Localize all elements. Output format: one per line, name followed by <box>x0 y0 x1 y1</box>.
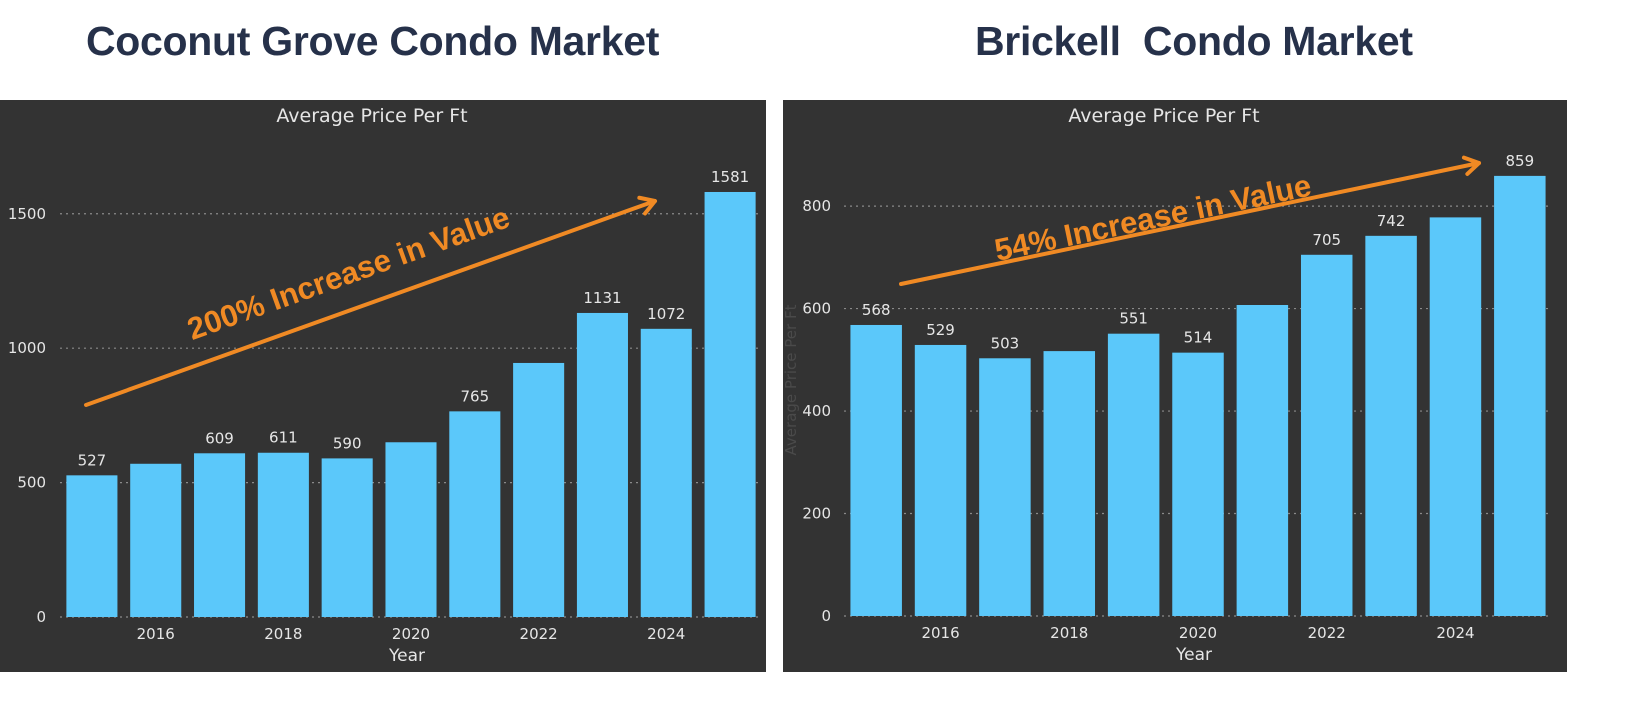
annotation-arrow-head-icon <box>1461 155 1481 176</box>
bar-2024 <box>1429 217 1482 616</box>
bar-2023 <box>1365 235 1417 616</box>
y-axis-label: Average Price Per Ft <box>783 304 800 455</box>
bar-2018 <box>257 452 309 617</box>
annotation-arrow-head-icon <box>637 195 657 216</box>
bar-2021 <box>449 411 501 617</box>
bar-2015 <box>66 475 118 617</box>
data-label-2024: 1072 <box>647 305 685 323</box>
bar-2023 <box>576 312 628 617</box>
chart-title: Average Price Per Ft <box>276 105 467 127</box>
x-tick-label: 2022 <box>520 625 558 643</box>
annotation-text: 54% Increase in Value <box>992 168 1315 268</box>
annotation-arrow-line <box>899 161 1481 286</box>
bar-2022 <box>1300 254 1353 617</box>
y-tick-label: 600 <box>802 300 831 318</box>
bar-2015 <box>850 324 902 616</box>
data-label-2015: 568 <box>862 301 891 319</box>
data-label-2025: 859 <box>1505 152 1534 170</box>
coconut-grove-chart: Average Price Per Ft 0 500 1000 1500 527 2016 6… <box>8 105 762 666</box>
bar-2021 <box>1236 304 1289 616</box>
coconut-grove-heading: Coconut Grove Condo Market <box>86 18 660 64</box>
bar-2025 <box>1494 175 1546 616</box>
bar-2019 <box>1107 333 1160 616</box>
data-label-2022: 705 <box>1312 231 1341 249</box>
data-label-2017: 609 <box>205 429 234 447</box>
bar-2020 <box>385 442 437 617</box>
data-label-2015: 527 <box>78 451 107 469</box>
bar-2016 <box>130 463 182 617</box>
coconut-grove-chart-panel: Average Price Per Ft 0 500 1000 1500 527 2016 6… <box>0 100 766 672</box>
y-tick-label: 0 <box>821 607 831 625</box>
data-label-2020: 514 <box>1184 329 1213 347</box>
data-label-2016: 529 <box>926 321 955 339</box>
annotation-arrow-line <box>84 199 657 407</box>
bar-2018 <box>1043 351 1096 616</box>
y-tick-label: 800 <box>802 197 831 215</box>
x-axis-label: Year <box>1175 645 1212 665</box>
x-tick-label: 2016 <box>921 624 959 642</box>
x-tick-label: 2016 <box>137 625 175 643</box>
data-label-2019: 590 <box>333 434 362 452</box>
y-tick-label: 1500 <box>8 205 46 223</box>
brickell-heading: Brickell Condo Market <box>975 18 1413 64</box>
x-tick-label: 2020 <box>1179 624 1217 642</box>
y-tick-label: 500 <box>17 474 46 492</box>
bar-2024 <box>640 328 692 617</box>
x-tick-label: 2018 <box>264 625 302 643</box>
bar-2025 <box>704 191 756 617</box>
annotation-text: 200% Increase in Value <box>183 199 514 346</box>
data-label-2023: 1131 <box>583 289 621 307</box>
data-label-2017: 503 <box>991 334 1020 352</box>
data-label-2025: 1581 <box>711 168 749 186</box>
chart-title: Average Price Per Ft <box>1068 105 1259 127</box>
y-tick-label: 400 <box>802 402 831 420</box>
bar-2017 <box>979 358 1031 616</box>
data-label-2018: 611 <box>269 429 298 447</box>
x-tick-label: 2024 <box>647 625 685 643</box>
bar-2022 <box>513 362 565 617</box>
x-tick-label: 2022 <box>1308 624 1346 642</box>
bar-2016 <box>914 344 967 616</box>
brickell-chart-panel: Average Price Per Ft Average Price Per Ft… <box>783 100 1567 672</box>
bar-2017 <box>194 453 246 617</box>
y-tick-label: 0 <box>36 608 46 626</box>
bar-2020 <box>1172 352 1224 616</box>
data-label-2023: 742 <box>1377 212 1406 230</box>
y-tick-label: 1000 <box>8 339 46 357</box>
x-tick-label: 2018 <box>1050 624 1088 642</box>
bar-2019 <box>321 458 373 617</box>
brickell-chart: Average Price Per Ft Average Price Per Ft… <box>783 105 1552 665</box>
x-tick-label: 2020 <box>392 625 430 643</box>
data-label-2021: 765 <box>460 387 489 405</box>
x-tick-label: 2024 <box>1436 624 1474 642</box>
x-axis-label: Year <box>388 646 425 666</box>
data-label-2019: 551 <box>1119 310 1148 328</box>
y-tick-label: 200 <box>802 505 831 523</box>
